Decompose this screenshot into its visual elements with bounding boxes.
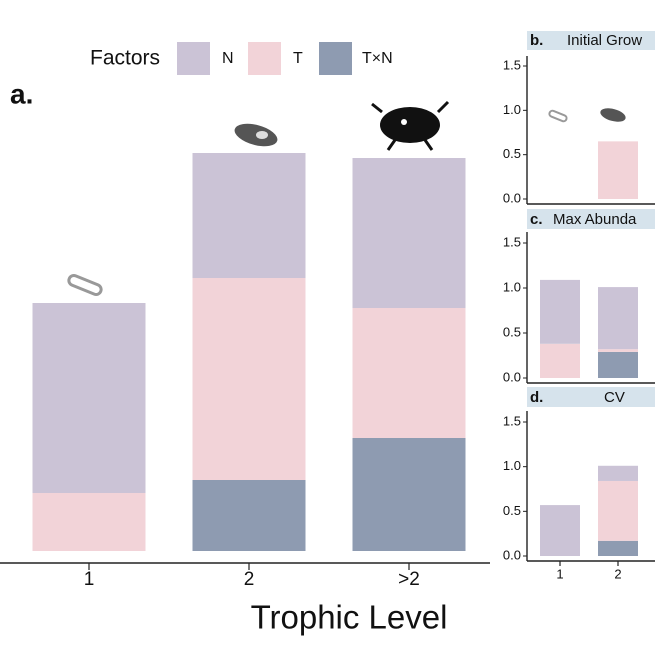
y-tick-label: 1.0 (503, 458, 521, 473)
legend-label: T×N (362, 50, 393, 67)
icon-bacterium-small (548, 109, 568, 123)
y-tick-label: 0.0 (503, 190, 521, 205)
y-tick-label: 0.5 (503, 146, 521, 161)
legend-swatch (177, 42, 210, 75)
legend-swatch (248, 42, 281, 75)
bar-segment (32, 493, 146, 551)
x-tick-label: 2 (244, 569, 255, 590)
bar-segment (598, 349, 638, 352)
panel-title: Initial Grow (567, 32, 642, 49)
panel-label: b. (530, 32, 543, 49)
bar-segment (192, 278, 306, 480)
x-tick-label: >2 (398, 569, 420, 590)
bar-segment (192, 480, 306, 551)
bar-segment (32, 303, 146, 493)
bar-segment (192, 153, 306, 278)
bar-segment (598, 480, 638, 541)
bar-segment (598, 351, 638, 378)
y-tick-label: 1.5 (503, 57, 521, 72)
y-tick-label: 0.0 (503, 369, 521, 384)
bar-segment (598, 141, 638, 199)
icon-protist-small (600, 108, 626, 122)
bar-segment (352, 308, 466, 438)
y-tick-label: 1.0 (503, 279, 521, 294)
panel-label: a. (10, 78, 33, 109)
x-tick-label: 2 (614, 566, 621, 581)
bar-segment (540, 505, 580, 556)
bar-segment (540, 279, 580, 344)
bar-segment (540, 343, 580, 378)
panel-title-bg (527, 31, 655, 50)
bar-segment (598, 540, 638, 556)
panel-title: CV (604, 389, 625, 406)
x-tick-label: 1 (556, 566, 563, 581)
y-tick-label: 1.0 (503, 102, 521, 117)
legend-swatch (319, 42, 352, 75)
bar-segment (598, 465, 638, 481)
y-tick-label: 1.5 (503, 234, 521, 249)
y-tick-label: 0.0 (503, 547, 521, 562)
y-tick-label: 0.5 (503, 503, 521, 518)
legend-title: Factors (90, 47, 160, 70)
legend-label: T (293, 50, 303, 67)
panel-label: d. (530, 389, 543, 406)
icon-protist (234, 123, 278, 147)
panel-title-bg (527, 209, 655, 229)
panel-title: Max Abunda (553, 211, 637, 228)
y-tick-label: 0.5 (503, 324, 521, 339)
legend-label: N (222, 50, 234, 67)
bar-segment (352, 438, 466, 551)
panel-label: c. (530, 211, 543, 228)
icon-rotifer (371, 100, 450, 151)
x-tick-label: 1 (84, 569, 95, 590)
panel-title-bg (527, 387, 655, 407)
icon-bacterium (67, 274, 103, 296)
bar-segment (598, 287, 638, 350)
x-axis-title: Trophic Level (251, 599, 448, 636)
y-tick-label: 1.5 (503, 413, 521, 428)
bar-segment (352, 158, 466, 308)
